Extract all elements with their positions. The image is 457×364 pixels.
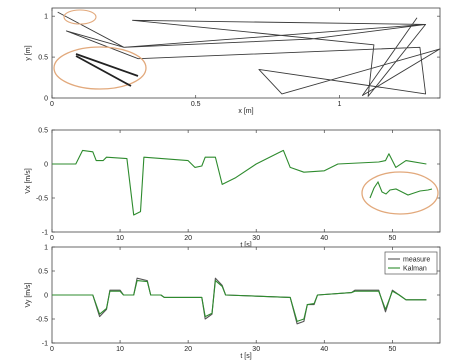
legend-label: measure [403,257,430,264]
inset-ellipse [63,9,97,25]
y-tick-label: 1 [44,245,48,252]
y-tick-label: -1 [42,341,48,348]
y-tick-label: 0 [44,162,48,169]
inset-ellipse [53,46,147,90]
x-tick-label: 40 [320,235,328,242]
y-tick-label: 1 [44,14,48,21]
inset-line [369,180,433,199]
series-line-kalman [52,280,427,322]
y-tick-label: 0.5 [38,128,48,135]
y-tick-label: 0.5 [38,55,48,62]
y-axis-label: y [m] [25,45,32,60]
x-tick-label: 0 [50,346,54,353]
x-tick-label: 20 [184,235,192,242]
chart-panel-1: 0 0.5 1 0 0.5 1 x [m] y [m] [25,7,441,115]
y-axis-label: Vx [m/s] [25,168,32,193]
y-tick-label: -1 [42,230,48,237]
inset-ellipse [361,171,439,215]
chart-panel-2: 0 10 20 30 40 50 0.5 0 -0.5 -1 t [s] Vx [m/s] [25,128,441,249]
y-tick-label: 0 [44,293,48,300]
y-tick-label: -0.5 [36,317,48,324]
x-tick-label: 10 [116,235,124,242]
chart-panel-3: 0 10 20 30 40 50 1 0.5 0 -0.5 -1 t [s] Vy [m/s] measu… [25,245,441,360]
x-tick-label: 30 [252,235,260,242]
x-tick-label: 40 [320,346,328,353]
x-axis-label: t [s] [240,353,251,360]
y-tick-label: 0 [44,96,48,103]
x-tick-label: 0.5 [191,101,201,108]
plot-area [51,129,441,233]
x-tick-label: 1 [337,101,341,108]
series-line [52,149,427,216]
x-tick-label: 50 [388,346,396,353]
x-tick-label: 20 [184,346,192,353]
x-axis-label: x [m] [238,108,253,115]
x-tick-label: 0 [50,101,54,108]
inset-line [75,53,139,77]
plot-area [51,7,441,99]
x-tick-label: 50 [388,235,396,242]
y-axis-label: Vy [m/s] [25,282,32,307]
y-tick-label: -0.5 [36,196,48,203]
y-tick-label: 0.5 [38,269,48,276]
x-tick-label: 30 [252,346,260,353]
x-tick-label: 10 [116,346,124,353]
plot-area [51,246,441,344]
inset-line [75,55,132,87]
series-line [57,11,441,97]
x-tick-label: 0 [50,235,54,242]
x-axis-label: t [s] [240,242,251,249]
legend-label: Kalman [403,266,427,273]
